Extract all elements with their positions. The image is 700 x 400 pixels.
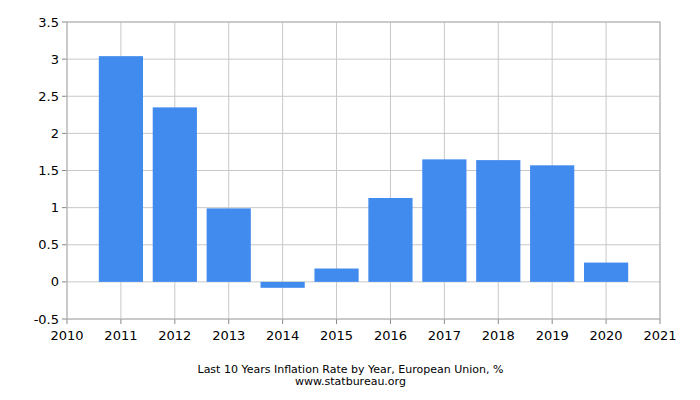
- subtitle: www.statbureau.org: [295, 375, 406, 388]
- x-tick-label: 2010: [50, 328, 83, 343]
- y-tick: [62, 281, 67, 282]
- plot-frame: [67, 22, 660, 319]
- bar: [368, 198, 412, 282]
- y-tick-label: 2: [51, 126, 59, 141]
- x-tick-label: 2021: [643, 328, 676, 343]
- y-tick-label: -0.5: [34, 312, 59, 327]
- y-tick-label: 3.5: [38, 15, 59, 30]
- bar: [422, 159, 466, 282]
- y-tick-label: 1.5: [38, 163, 59, 178]
- x-tick: [498, 319, 499, 324]
- y-tick: [62, 59, 67, 60]
- bar: [530, 165, 574, 282]
- y-tick: [62, 96, 67, 97]
- x-tick-label: 2011: [104, 328, 137, 343]
- y-tick: [62, 170, 67, 171]
- x-tick-label: 2020: [590, 328, 623, 343]
- bar: [314, 269, 358, 282]
- bar: [99, 56, 143, 282]
- x-tick-label: 2019: [536, 328, 569, 343]
- y-tick: [62, 133, 67, 134]
- x-grid-line: [282, 22, 283, 319]
- y-tick: [62, 319, 67, 320]
- x-tick-label: 2018: [482, 328, 515, 343]
- y-tick-label: 0: [51, 274, 59, 289]
- y-grid-line: [67, 59, 660, 60]
- x-tick-label: 2015: [320, 328, 353, 343]
- x-tick: [444, 319, 445, 324]
- y-tick: [62, 22, 67, 23]
- x-tick: [120, 319, 121, 324]
- bar: [584, 263, 628, 282]
- x-tick-label: 2012: [158, 328, 191, 343]
- bar: [207, 208, 251, 282]
- x-tick: [282, 319, 283, 324]
- y-tick: [62, 207, 67, 208]
- bars: [99, 56, 628, 288]
- x-tick: [174, 319, 175, 324]
- x-tick: [552, 319, 553, 324]
- y-grid-line: [67, 96, 660, 97]
- y-tick-label: 3: [51, 52, 59, 67]
- plot-background: [67, 22, 660, 319]
- bar: [261, 282, 305, 288]
- x-tick: [228, 319, 229, 324]
- x-tick: [660, 319, 661, 324]
- y-tick-label: 1: [51, 200, 59, 215]
- x-tick-label: 2016: [374, 328, 407, 343]
- x-tick-label: 2013: [212, 328, 245, 343]
- x-tick-label: 2014: [266, 328, 299, 343]
- bar: [153, 107, 197, 281]
- chart: -0.5 0 0.5 1 1.5 2 2.5 3 3.5 2010 2011 2012 2013 2014…: [0, 0, 700, 400]
- y-tick-label: 2.5: [38, 89, 59, 104]
- x-tick: [67, 319, 68, 324]
- bar: [476, 160, 520, 282]
- x-tick: [336, 319, 337, 324]
- y-tick: [62, 244, 67, 245]
- x-tick: [390, 319, 391, 324]
- y-tick-label: 0.5: [38, 237, 59, 252]
- x-tick-label: 2017: [428, 328, 461, 343]
- x-tick: [606, 319, 607, 324]
